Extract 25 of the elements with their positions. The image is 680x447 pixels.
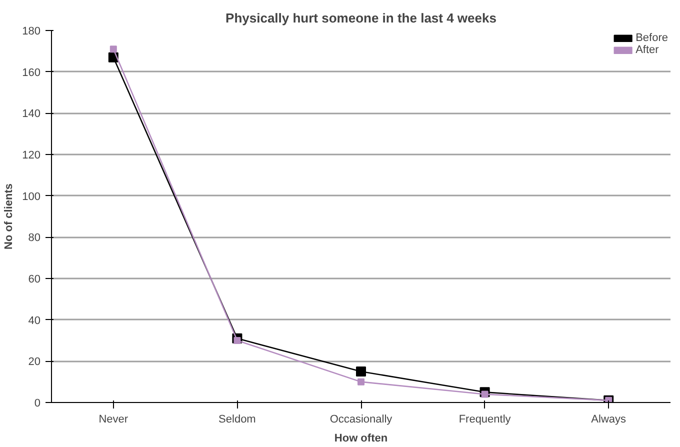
point bbox=[481, 390, 488, 398]
point bbox=[110, 46, 117, 53]
y-tick-label: 40 bbox=[28, 314, 41, 327]
x-axis-title: How often bbox=[334, 432, 388, 444]
legend-label: After bbox=[636, 44, 659, 56]
y-tick-label: 120 bbox=[22, 150, 41, 162]
point bbox=[356, 366, 366, 376]
y-axis-title: No of clients bbox=[3, 183, 16, 250]
y-tick-label: 0 bbox=[34, 398, 41, 410]
y-tick-label: 80 bbox=[28, 232, 41, 244]
y-tick-label: 160 bbox=[22, 66, 41, 79]
y-tick-label: 100 bbox=[22, 190, 41, 203]
point bbox=[234, 337, 241, 344]
y-tick-label: 140 bbox=[22, 108, 41, 120]
y-tick-label: 60 bbox=[28, 274, 41, 286]
y-tick-label: 20 bbox=[28, 356, 41, 368]
y-tick-label: 180 bbox=[22, 26, 41, 38]
x-tick-label: Seldom bbox=[218, 414, 256, 426]
x-tick-label: Never bbox=[98, 414, 128, 426]
chart-title: Physically hurt someone in the last 4 weeks bbox=[226, 10, 496, 26]
x-tick-label: Occasionally bbox=[330, 414, 393, 426]
point bbox=[358, 378, 364, 386]
x-tick-label: Frequently bbox=[458, 414, 512, 426]
legend-label: Before bbox=[636, 32, 668, 44]
x-tick-label: Always bbox=[591, 414, 627, 426]
